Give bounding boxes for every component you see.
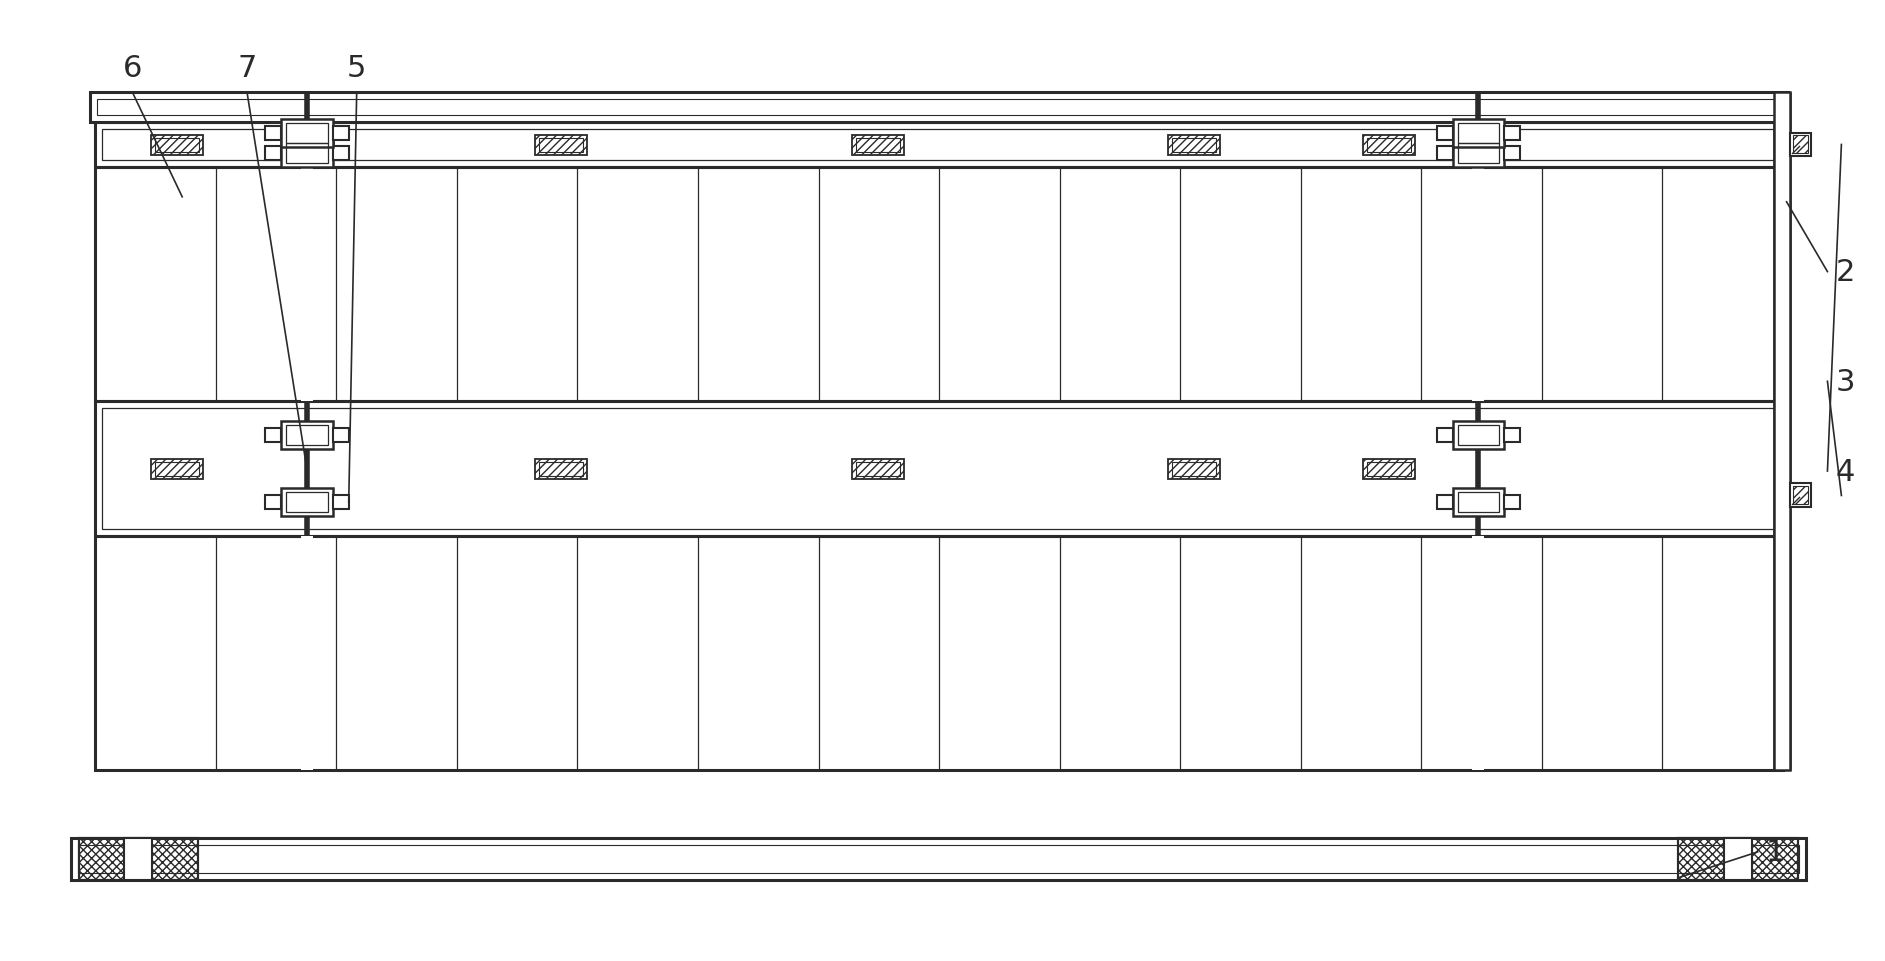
Bar xyxy=(1169,459,1220,480)
Bar xyxy=(151,136,204,156)
Bar xyxy=(302,536,313,771)
Bar xyxy=(266,429,281,442)
Bar xyxy=(1169,136,1220,156)
Bar xyxy=(856,462,901,477)
Bar xyxy=(1774,93,1789,771)
Bar xyxy=(535,136,586,156)
Bar xyxy=(77,845,1798,873)
Bar xyxy=(1789,484,1811,508)
Bar xyxy=(96,123,1783,168)
Bar xyxy=(155,462,200,477)
Bar xyxy=(1793,136,1808,155)
Bar xyxy=(1789,134,1811,158)
Bar xyxy=(266,127,281,141)
Bar xyxy=(1472,168,1483,402)
Bar xyxy=(1457,144,1499,164)
Text: 2: 2 xyxy=(1836,258,1855,286)
Bar xyxy=(1472,536,1483,771)
Bar xyxy=(124,838,153,880)
Text: 3: 3 xyxy=(1836,367,1855,396)
Text: 7: 7 xyxy=(238,54,256,83)
Bar xyxy=(281,489,334,517)
Bar xyxy=(266,147,281,161)
Bar xyxy=(96,402,1783,536)
Bar xyxy=(96,168,1783,402)
Bar xyxy=(1457,426,1499,445)
Bar xyxy=(96,536,1783,771)
Bar xyxy=(535,459,586,480)
Bar xyxy=(151,136,204,156)
Bar xyxy=(1363,459,1414,480)
Bar xyxy=(1453,120,1504,148)
Bar xyxy=(302,168,313,402)
Bar xyxy=(90,93,1787,123)
Bar xyxy=(102,408,1776,530)
Text: 5: 5 xyxy=(347,54,366,83)
Bar xyxy=(1504,429,1521,442)
Bar xyxy=(1367,462,1410,477)
Bar xyxy=(1363,459,1414,480)
Bar xyxy=(334,127,349,141)
Bar xyxy=(1793,136,1808,155)
Bar xyxy=(334,147,349,161)
Bar xyxy=(1457,124,1499,144)
Bar xyxy=(1436,429,1453,442)
Bar xyxy=(856,138,901,153)
Bar xyxy=(539,138,582,153)
Bar xyxy=(155,138,200,153)
Bar xyxy=(1169,136,1220,156)
Text: 1: 1 xyxy=(1766,838,1785,867)
Bar xyxy=(535,459,586,480)
Bar xyxy=(1436,147,1453,161)
Bar xyxy=(1172,462,1216,477)
Bar xyxy=(1504,147,1521,161)
Bar xyxy=(79,838,198,880)
Bar xyxy=(1723,838,1751,880)
Bar xyxy=(79,838,198,880)
Bar xyxy=(281,422,334,450)
Bar xyxy=(281,120,334,148)
Bar xyxy=(539,462,582,477)
Bar xyxy=(852,459,905,480)
Bar xyxy=(287,124,328,144)
Bar xyxy=(70,838,1806,880)
Bar xyxy=(1363,136,1414,156)
Bar xyxy=(1504,127,1521,141)
Bar xyxy=(334,496,349,509)
Bar xyxy=(334,429,349,442)
Bar xyxy=(1793,487,1808,505)
Bar xyxy=(1367,138,1410,153)
Bar xyxy=(535,136,586,156)
Bar xyxy=(287,426,328,445)
Bar xyxy=(1453,489,1504,517)
Bar xyxy=(1453,140,1504,168)
Bar xyxy=(852,459,905,480)
Bar xyxy=(266,496,281,509)
Bar xyxy=(287,493,328,512)
Bar xyxy=(287,144,328,164)
Bar xyxy=(102,130,1776,160)
Bar xyxy=(1436,127,1453,141)
Bar xyxy=(1453,422,1504,450)
Text: 6: 6 xyxy=(123,54,141,83)
Bar xyxy=(1504,496,1521,509)
Bar xyxy=(98,100,1781,116)
Bar xyxy=(1436,496,1453,509)
Bar xyxy=(151,459,204,480)
Text: 4: 4 xyxy=(1836,457,1855,486)
Bar xyxy=(1172,138,1216,153)
Bar xyxy=(852,136,905,156)
Bar xyxy=(1678,838,1798,880)
Bar xyxy=(1169,459,1220,480)
Bar xyxy=(1457,493,1499,512)
Bar xyxy=(1793,487,1808,505)
Bar xyxy=(151,459,204,480)
Bar xyxy=(852,136,905,156)
Bar xyxy=(281,140,334,168)
Bar xyxy=(1363,136,1414,156)
Bar xyxy=(1678,838,1798,880)
